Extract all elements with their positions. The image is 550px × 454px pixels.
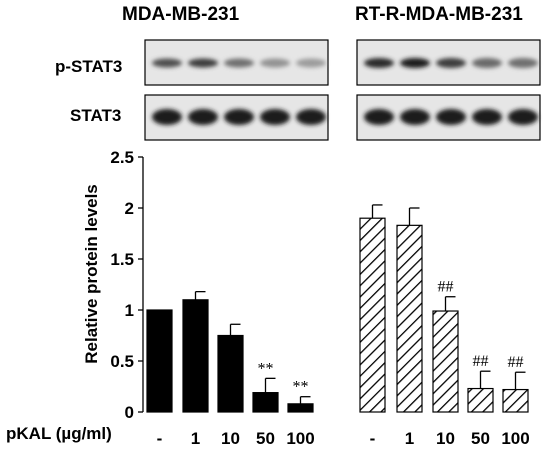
p-stat3-right-band-1 <box>364 58 394 68</box>
stat3-left-band-4 <box>260 109 290 125</box>
stat3-right-band-5 <box>508 109 538 125</box>
group-label-rt-r-mda-mb-231: RT-R-MDA-MB-231 <box>355 4 523 25</box>
x-axis-title: pKAL (µg/ml) <box>6 424 112 443</box>
p-stat3-right-band-2 <box>400 58 430 68</box>
western-blot-panels <box>144 39 541 141</box>
significance-mark: ## <box>473 353 489 370</box>
p-stat3-left-band-3 <box>224 58 254 68</box>
bar-mda-mb-231-1 <box>146 309 173 413</box>
group-label-mda-mb-231: MDA-MB-231 <box>122 4 240 25</box>
y-tick-label: 2 <box>125 199 134 218</box>
bar-mda-mb-231-3 <box>217 334 244 413</box>
stat3-right-band-1 <box>364 109 394 125</box>
x-tick-label: 1 <box>191 429 200 448</box>
stat3-right-band-2 <box>400 109 430 125</box>
x-tick-label: 10 <box>221 429 240 448</box>
significance-mark: ** <box>258 360 274 377</box>
y-tick-label: 2.5 <box>110 148 134 167</box>
bar-rt-r-mda-mb-231-5 <box>502 388 529 413</box>
stat3-right-band-3 <box>436 109 466 125</box>
p-stat3-left-band-4 <box>260 58 290 68</box>
stat3-left-band-1 <box>152 109 182 125</box>
stat3-left-band-3 <box>224 109 254 125</box>
significance-mark: ## <box>508 354 524 371</box>
bar-rt-r-mda-mb-231-1 <box>359 217 386 413</box>
blot-label-p-stat3: p-STAT3 <box>55 57 123 76</box>
significance-mark: ## <box>438 279 454 296</box>
p-stat3-left-band-2 <box>188 58 218 68</box>
y-tick-label: 0.5 <box>110 352 134 371</box>
bar-rt-r-mda-mb-231-4 <box>467 387 494 413</box>
bar-mda-mb-231-5 <box>287 403 314 413</box>
p-stat3-right-band-4 <box>472 58 502 68</box>
x-tick-label: 100 <box>501 429 529 448</box>
p-stat3-left-band-1 <box>152 58 182 68</box>
stat3-right-band-4 <box>472 109 502 125</box>
x-tick-label: 50 <box>256 429 275 448</box>
x-tick-label: 100 <box>286 429 314 448</box>
p-stat3-right-band-5 <box>508 58 538 68</box>
p-stat3-right-band-3 <box>436 58 466 68</box>
bar-rt-r-mda-mb-231-2 <box>396 224 423 413</box>
x-tick-label: - <box>157 429 163 448</box>
y-tick-label: 0 <box>125 403 134 422</box>
x-tick-label: - <box>370 429 376 448</box>
x-tick-label: 10 <box>436 429 455 448</box>
bar-mda-mb-231-2 <box>182 299 209 413</box>
stat3-left-band-5 <box>296 109 326 125</box>
bar-rt-r-mda-mb-231-3 <box>432 310 459 413</box>
x-tick-label: 50 <box>471 429 490 448</box>
p-stat3-left-band-5 <box>296 58 326 68</box>
x-tick-label: 1 <box>405 429 414 448</box>
stat3-left-band-2 <box>188 109 218 125</box>
y-tick-label: 1 <box>125 301 134 320</box>
significance-mark: ** <box>293 379 309 396</box>
bar-mda-mb-231-4 <box>252 392 279 413</box>
y-tick-label: 1.5 <box>110 250 134 269</box>
blot-label-stat3: STAT3 <box>70 106 122 125</box>
